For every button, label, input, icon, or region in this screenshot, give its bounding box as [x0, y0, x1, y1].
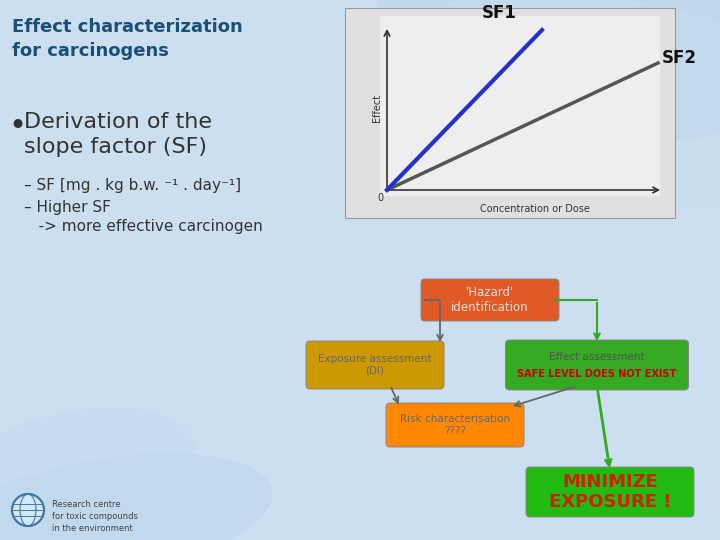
Text: Exposure assessment
(DI): Exposure assessment (DI) — [318, 354, 432, 376]
FancyBboxPatch shape — [380, 16, 660, 196]
Text: – Higher SF
   -> more effective carcinogen: – Higher SF -> more effective carcinogen — [24, 200, 263, 234]
FancyBboxPatch shape — [345, 8, 675, 218]
Text: Concentration or Dose: Concentration or Dose — [480, 204, 590, 214]
FancyBboxPatch shape — [526, 467, 694, 517]
Text: Effect characterization
for carcinogens: Effect characterization for carcinogens — [12, 18, 243, 59]
Text: SAFE LEVEL DOES NOT EXIST: SAFE LEVEL DOES NOT EXIST — [518, 369, 677, 379]
Text: MINIMIZE
EXPOSURE !: MINIMIZE EXPOSURE ! — [549, 472, 671, 511]
Text: – SF [mg . kg b.w. ⁻¹ . day⁻¹]: – SF [mg . kg b.w. ⁻¹ . day⁻¹] — [24, 178, 241, 193]
Text: 0: 0 — [377, 193, 383, 203]
Circle shape — [12, 494, 44, 526]
Text: 'Hazard'
identification: 'Hazard' identification — [451, 286, 528, 314]
Text: SF2: SF2 — [662, 49, 697, 67]
Ellipse shape — [373, 0, 720, 207]
Ellipse shape — [376, 0, 720, 141]
FancyBboxPatch shape — [306, 341, 444, 389]
Text: Effect: Effect — [372, 94, 382, 122]
Text: Effect assessment: Effect assessment — [549, 352, 644, 362]
Text: Risk characterisation
????: Risk characterisation ???? — [400, 414, 510, 436]
Text: •: • — [8, 112, 26, 141]
FancyBboxPatch shape — [505, 340, 688, 390]
Ellipse shape — [0, 408, 197, 540]
Text: SF1: SF1 — [482, 4, 517, 22]
Text: Derivation of the
slope factor (SF): Derivation of the slope factor (SF) — [24, 112, 212, 157]
Text: Research centre
for toxic compounds
in the environment: Research centre for toxic compounds in t… — [52, 500, 138, 532]
Ellipse shape — [0, 454, 273, 540]
FancyBboxPatch shape — [421, 279, 559, 321]
FancyBboxPatch shape — [386, 403, 524, 447]
